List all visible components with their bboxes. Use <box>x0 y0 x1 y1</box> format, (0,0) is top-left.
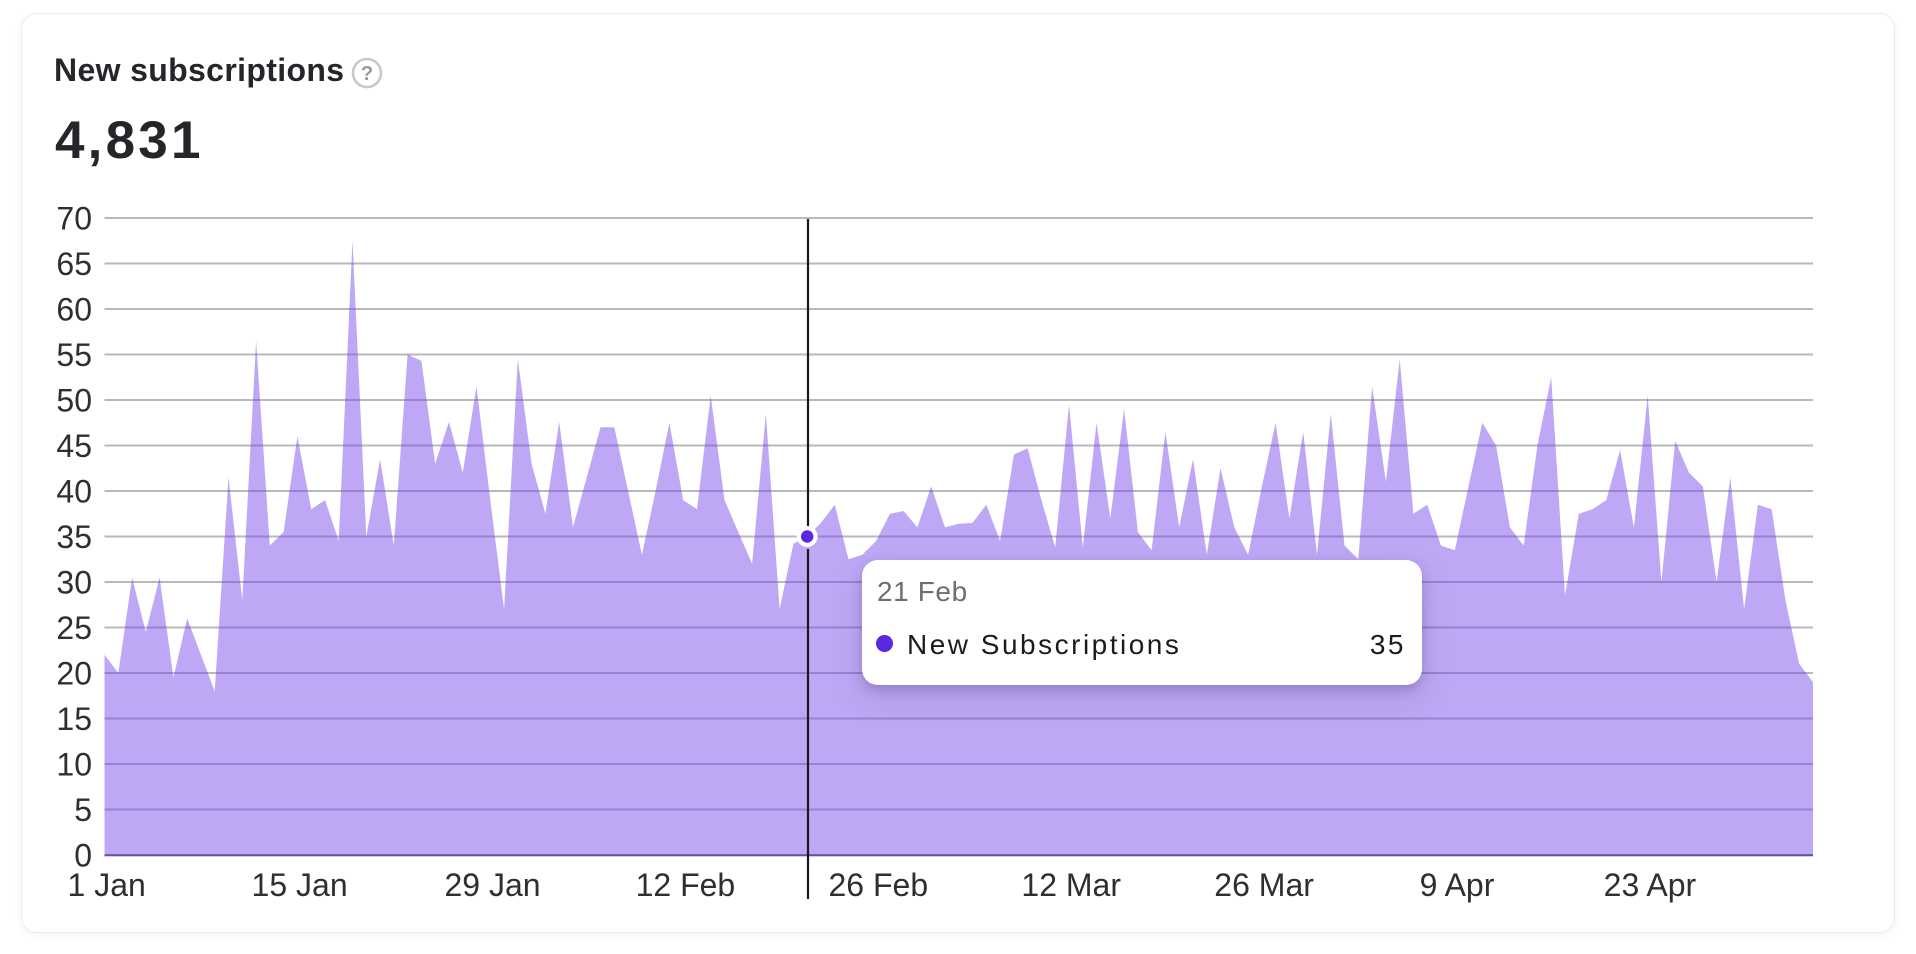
svg-text:30: 30 <box>56 565 92 601</box>
svg-text:10: 10 <box>56 747 92 783</box>
svg-text:12 Mar: 12 Mar <box>1021 867 1121 903</box>
svg-text:70: 70 <box>56 201 92 237</box>
svg-text:5: 5 <box>74 792 92 828</box>
svg-text:65: 65 <box>56 246 92 282</box>
svg-text:26 Feb: 26 Feb <box>828 867 928 903</box>
svg-text:0: 0 <box>74 838 92 874</box>
svg-text:50: 50 <box>56 383 92 419</box>
svg-text:20: 20 <box>56 656 92 692</box>
svg-text:12 Feb: 12 Feb <box>636 867 736 903</box>
svg-text:15: 15 <box>56 701 92 737</box>
svg-text:15 Jan: 15 Jan <box>252 867 348 903</box>
svg-text:45: 45 <box>56 428 92 464</box>
svg-text:60: 60 <box>56 292 92 328</box>
svg-text:26 Mar: 26 Mar <box>1214 867 1314 903</box>
svg-text:40: 40 <box>56 474 92 510</box>
svg-text:29 Jan: 29 Jan <box>444 867 540 903</box>
svg-text:23 Apr: 23 Apr <box>1604 867 1697 903</box>
svg-text:1 Jan: 1 Jan <box>68 867 146 903</box>
svg-text:55: 55 <box>56 337 92 373</box>
svg-text:?: ? <box>361 63 373 85</box>
svg-text:9 Apr: 9 Apr <box>1420 867 1495 903</box>
svg-text:35: 35 <box>56 519 92 555</box>
svg-text:25: 25 <box>56 610 92 646</box>
